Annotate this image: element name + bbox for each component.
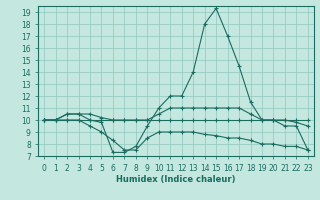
X-axis label: Humidex (Indice chaleur): Humidex (Indice chaleur) bbox=[116, 175, 236, 184]
